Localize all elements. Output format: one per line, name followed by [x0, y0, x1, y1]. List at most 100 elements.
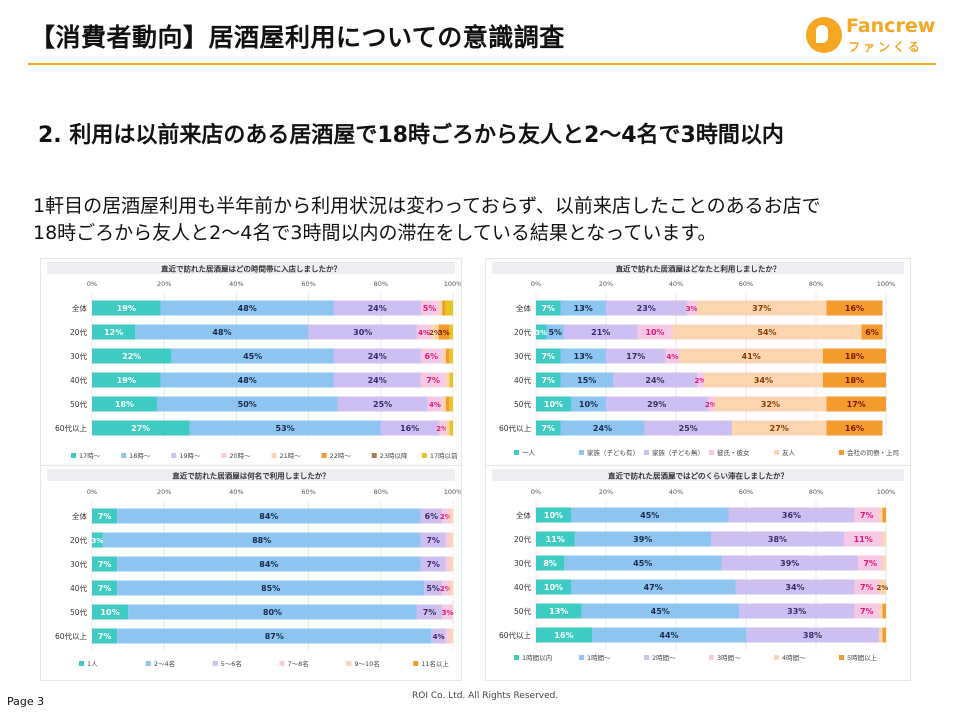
data-label: 47%	[644, 583, 663, 592]
chart-title-bar	[47, 469, 455, 481]
bar-segment	[438, 420, 446, 436]
bar-segment	[442, 508, 450, 524]
chart-panel-party: 直近で訪れた居酒屋は何名で利用しましたか？ 0% 20% 40% 60% 80% 100% 全…	[40, 465, 462, 681]
bar-segment	[337, 396, 428, 412]
data-label: 7%	[423, 608, 437, 617]
data-label: 7%	[860, 607, 874, 616]
bar-segment	[442, 300, 446, 316]
chart-title-bar	[492, 469, 904, 481]
bar-segment	[92, 628, 118, 644]
bar-segment	[438, 324, 450, 340]
data-label: 7%	[541, 352, 555, 361]
bar-segment	[420, 556, 446, 572]
bar-segment	[445, 420, 450, 436]
data-label: 7%	[98, 584, 112, 593]
tick-label: 80%	[374, 488, 388, 496]
bar-segment	[882, 627, 886, 643]
data-label: 2%	[440, 585, 452, 593]
legend-label: 5〜6名	[221, 659, 242, 668]
legend-label: 19時〜	[179, 452, 201, 460]
category-label: 40代	[514, 582, 532, 592]
bar-segment	[672, 324, 862, 340]
tick-label: 60%	[739, 280, 753, 288]
bar-segment	[882, 555, 886, 571]
data-label: 38%	[768, 535, 787, 544]
bar-segment	[445, 348, 450, 364]
legend-swatch	[579, 450, 584, 455]
bar-segment	[442, 580, 450, 596]
tick-label: 100%	[877, 280, 896, 288]
tick-label: 100%	[444, 488, 461, 496]
tick-label: 100%	[444, 280, 461, 288]
bar-segment	[711, 531, 844, 547]
chart-title-bar	[47, 262, 455, 274]
bar-segment	[92, 372, 161, 388]
bar-segment	[442, 396, 446, 412]
bar-segment	[879, 507, 883, 523]
bar-segment	[449, 580, 453, 596]
bar-segment	[117, 556, 421, 572]
data-label: 17%	[847, 400, 866, 409]
bar-segment	[826, 300, 883, 316]
legend-label: 3時間〜	[717, 654, 741, 662]
tick-label: 40%	[229, 280, 243, 288]
data-label: 33%	[787, 607, 806, 616]
category-label: 20代	[514, 327, 532, 337]
legend-swatch	[413, 661, 419, 666]
category-label: 全体	[516, 510, 531, 520]
legend-swatch	[579, 655, 584, 660]
data-label: 16%	[845, 304, 864, 313]
data-label: 32%	[761, 400, 780, 409]
header-divider	[28, 63, 936, 65]
data-label: 48%	[238, 376, 257, 385]
legend-label: 友人	[782, 448, 796, 457]
data-label: 13%	[574, 304, 593, 313]
data-label: 36%	[782, 511, 801, 520]
legend-swatch	[346, 661, 352, 666]
tick-label: 20%	[599, 488, 613, 496]
intro-line-2: 18時ごろから友人と2〜4名で3時間以内の滞在をしている結果となっています。	[33, 222, 717, 244]
tick-label: 0%	[531, 488, 541, 496]
bar-segment	[581, 603, 739, 619]
data-label: 27%	[770, 424, 789, 433]
bar-segment	[823, 372, 886, 388]
data-label: 2%	[429, 329, 441, 337]
category-label: 30代	[70, 351, 88, 361]
bar-segment	[637, 324, 673, 340]
chart-duration: 直近で訪れた居酒屋ではどのくらい滞在しましたか？ 0% 20% 40% 60% 80% 10…	[492, 469, 904, 662]
bar-segment	[714, 396, 827, 412]
tick-label: 0%	[87, 280, 97, 288]
bar-segment	[826, 396, 886, 412]
legend-label: 2時間〜	[652, 654, 676, 662]
bar-segment	[160, 372, 334, 388]
bar-segment	[449, 396, 453, 412]
bar-segment	[536, 396, 571, 412]
bar-segment	[445, 300, 453, 316]
data-label: 7%	[541, 376, 555, 385]
legend-swatch	[709, 450, 714, 455]
tick-label: 20%	[157, 488, 171, 496]
data-label: 5%	[423, 304, 437, 313]
data-label: 23%	[637, 304, 656, 313]
bar-segment	[844, 531, 883, 547]
legend-label: 1人	[87, 660, 98, 668]
category-label: 20代	[514, 534, 532, 544]
legend-label: 会社の同僚・上司	[847, 448, 899, 457]
bar-segment	[728, 507, 855, 523]
data-label: 7%	[426, 536, 440, 545]
data-label: 10%	[645, 328, 664, 337]
data-label: 44%	[659, 631, 678, 640]
data-label: 24%	[593, 424, 612, 433]
bar-segment	[333, 372, 421, 388]
legend-label: 17時以前	[430, 451, 458, 460]
bar-segment	[420, 508, 443, 524]
data-label: 4%	[429, 401, 441, 409]
bar-segment	[882, 531, 886, 547]
data-label: 16%	[400, 424, 419, 433]
category-label: 20代	[70, 327, 88, 337]
bar-segment	[858, 555, 883, 571]
bar-segment	[442, 348, 446, 364]
bar-segment	[536, 372, 561, 388]
bar-segment	[536, 300, 561, 316]
bar-segment	[536, 603, 582, 619]
